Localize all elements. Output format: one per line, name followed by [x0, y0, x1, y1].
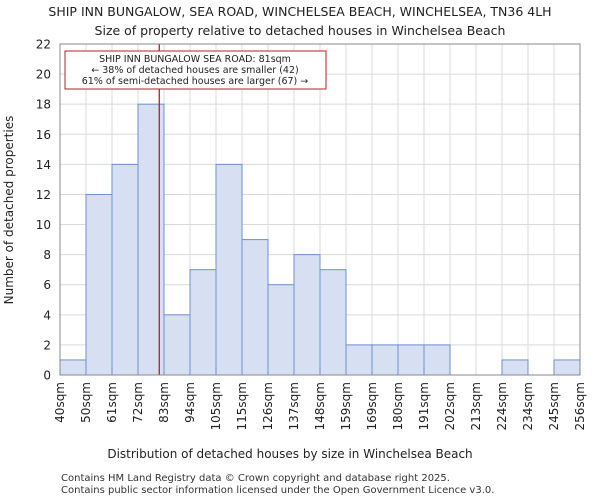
x-tick-label: 180sqm	[391, 382, 405, 430]
x-tick-label: 202sqm	[443, 382, 457, 430]
bar	[267, 284, 295, 376]
bar	[423, 344, 451, 376]
y-tick-label: 14	[36, 158, 51, 172]
bar	[241, 239, 269, 376]
x-tick-label: 105sqm	[209, 382, 223, 430]
x-tick-label: 224sqm	[495, 382, 509, 430]
x-tick-label: 115sqm	[235, 382, 249, 430]
x-tick-label: 159sqm	[339, 382, 353, 430]
x-tick-label: 245sqm	[547, 382, 561, 430]
x-tick-label: 50sqm	[79, 382, 93, 423]
bar	[371, 344, 399, 376]
x-tick-label: 83sqm	[157, 382, 171, 423]
y-tick-label: 6	[43, 278, 51, 292]
footer-line-2: Contains public sector information licen…	[61, 485, 495, 496]
x-tick-label: 191sqm	[417, 382, 431, 430]
x-tick-label: 126sqm	[261, 382, 275, 430]
x-tick-label: 169sqm	[365, 382, 379, 430]
bar	[137, 103, 165, 376]
x-axis-label: Distribution of detached houses by size …	[107, 447, 472, 461]
x-tick-label: 148sqm	[313, 382, 327, 430]
bar	[111, 163, 139, 376]
bar	[85, 193, 113, 376]
x-tick-label: 256sqm	[573, 382, 587, 430]
y-tick-label: 16	[36, 128, 51, 142]
annotation-line-3: 61% of semi-detached houses are larger (…	[82, 76, 309, 87]
annotation-line-1: SHIP INN BUNGALOW SEA ROAD: 81sqm	[99, 54, 291, 65]
y-tick-label: 8	[43, 248, 51, 262]
bar	[345, 344, 373, 376]
bar	[293, 254, 321, 376]
footer-line-1: Contains HM Land Registry data © Crown c…	[61, 473, 450, 484]
x-tick-label: 94sqm	[183, 382, 197, 423]
bar	[397, 344, 425, 376]
x-tick-label: 234sqm	[521, 382, 535, 430]
chart-subtitle: Size of property relative to detached ho…	[95, 23, 506, 38]
y-tick-label: 18	[36, 98, 51, 112]
y-tick-label: 22	[36, 38, 51, 52]
y-tick-label: 10	[36, 218, 51, 232]
x-tick-label: 72sqm	[131, 382, 145, 423]
bar	[59, 359, 87, 376]
chart-title: SHIP INN BUNGALOW, SEA ROAD, WINCHELSEA …	[48, 4, 551, 19]
y-axis-label: Number of detached properties	[2, 116, 16, 305]
y-tick-label: 20	[36, 68, 51, 82]
y-tick-label: 2	[43, 338, 51, 352]
x-tick-label: 137sqm	[287, 382, 301, 430]
bar	[319, 269, 347, 376]
bar	[501, 359, 529, 376]
x-tick-label: 40sqm	[53, 382, 67, 423]
plot-frame	[59, 43, 581, 376]
annotation-line-2: ← 38% of detached houses are smaller (42…	[91, 65, 298, 76]
x-tick-label: 61sqm	[105, 382, 119, 423]
bar	[553, 359, 581, 376]
y-axis-ticks: 0 2 4 6 8 10 12 14 16 18 20 22	[36, 38, 51, 383]
bar	[215, 163, 243, 376]
annotation-frame	[64, 50, 327, 90]
bar	[189, 269, 217, 376]
y-tick-label: 0	[43, 369, 51, 383]
annotation-box: SHIP INN BUNGALOW SEA ROAD: 81sqm ← 38% …	[64, 50, 327, 90]
bar	[163, 314, 191, 376]
y-tick-label: 4	[43, 308, 51, 322]
x-axis-ticks: 40sqm 50sqm 61sqm 72sqm 83sqm 94sqm 105sqm 115s…	[53, 382, 587, 430]
x-tick-label: 213sqm	[469, 382, 483, 430]
y-tick-label: 12	[36, 188, 51, 202]
